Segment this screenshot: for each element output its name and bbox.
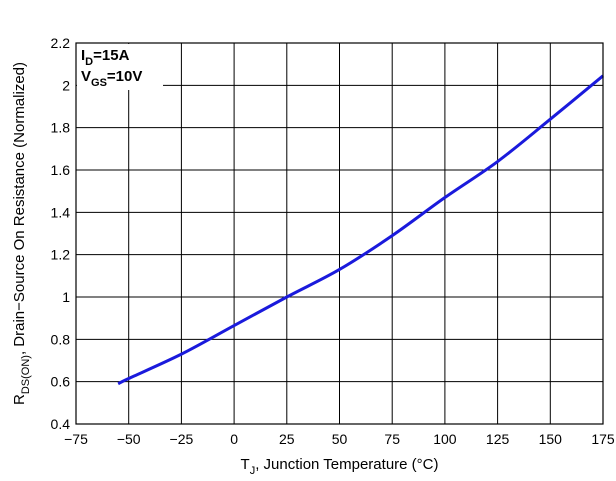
x-tick-label: 100	[433, 431, 457, 447]
y-tick-label: 2	[62, 77, 70, 93]
x-tick-label: 25	[279, 431, 295, 447]
x-tick-label: −25	[170, 431, 194, 447]
y-axis-label: RDS(ON), Drain−Source On Resistance (Nor…	[11, 62, 32, 405]
plot-frame	[75, 42, 604, 425]
annotation-vgs: VGS=10V	[81, 68, 142, 89]
x-tick-label: 175	[591, 431, 615, 447]
y-tick-label: 0.8	[51, 331, 71, 347]
y-tick-label: 0.6	[51, 374, 71, 390]
annotation-id: ID=15A	[81, 47, 130, 68]
x-tick-label: 50	[332, 431, 348, 447]
y-tick-label: 1	[62, 289, 70, 305]
x-tick-label: −75	[64, 431, 88, 447]
y-tick-label: 2.2	[51, 35, 71, 51]
y-tick-label: 1.2	[51, 247, 71, 263]
x-tick-label: 150	[539, 431, 563, 447]
y-tick-label: 0.4	[51, 416, 71, 432]
legend-box	[77, 44, 163, 90]
grid	[76, 43, 603, 424]
y-tick-label: 1.8	[51, 120, 71, 136]
x-tick-labels: −75 −50 −25 0 25 50 75 100 125 150 175	[64, 431, 615, 447]
x-tick-label: 75	[384, 431, 400, 447]
x-tick-label: 0	[230, 431, 238, 447]
series-line	[117, 74, 604, 386]
x-tick-label: −50	[117, 431, 141, 447]
series-group	[117, 74, 604, 386]
x-tick-label: 125	[486, 431, 510, 447]
y-tick-label: 1.4	[51, 204, 71, 220]
y-tick-label: 1.6	[51, 162, 71, 178]
y-tick-labels: 0.4 0.6 0.8 1 1.2 1.4 1.6 1.8 2 2.2	[51, 35, 71, 432]
x-axis-label: TJ, Junction Temperature (°C)	[241, 456, 439, 477]
